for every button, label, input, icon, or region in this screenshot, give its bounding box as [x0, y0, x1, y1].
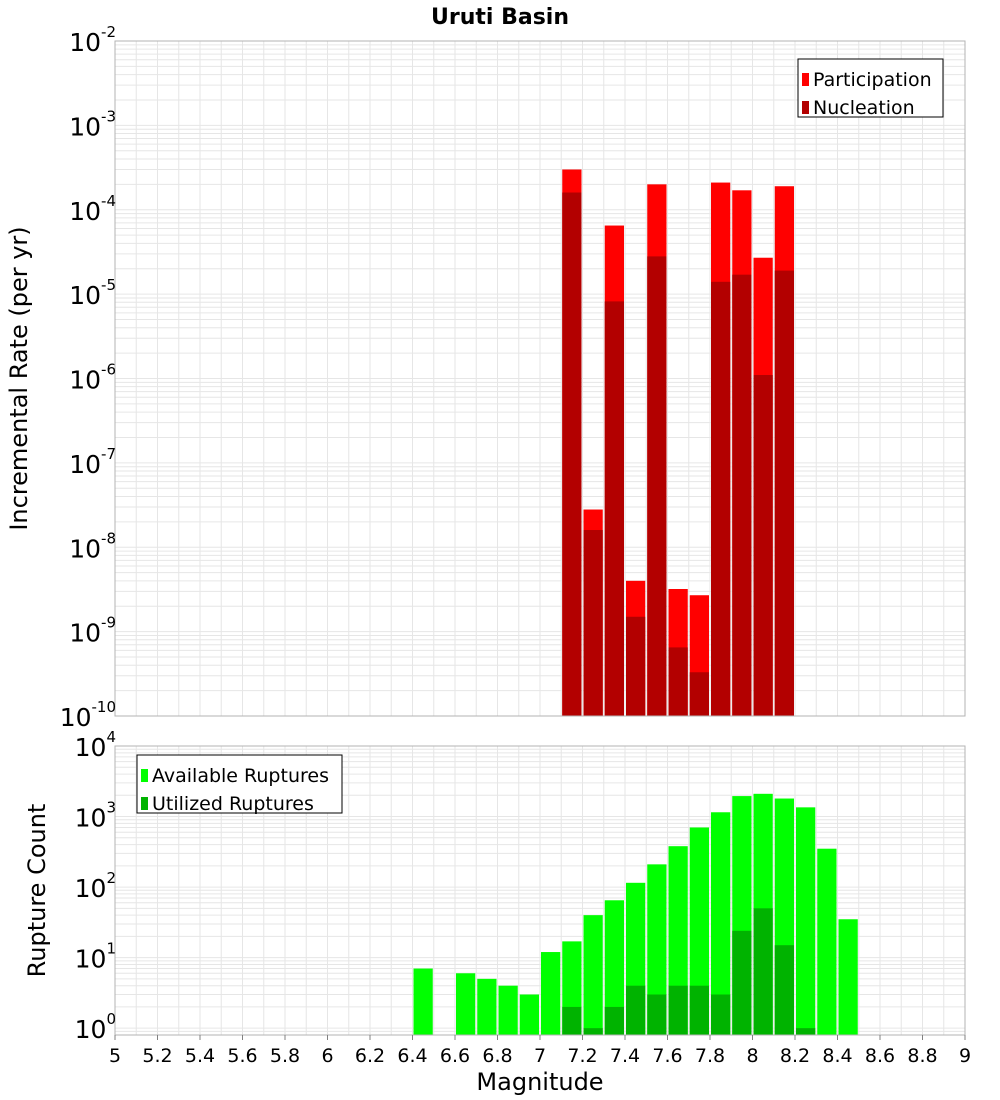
available-ruptures-bar [838, 919, 858, 1035]
available-ruptures-bar [647, 864, 667, 1035]
x-tick-label: 5.2 [142, 1045, 172, 1067]
magnitude-x-axis-label: Magnitude [476, 1068, 603, 1096]
count-y-axis-label: Rupture Count [23, 804, 51, 978]
y-tick-label: 10-3 [69, 107, 116, 141]
rate-grid [114, 41, 966, 717]
x-tick-label: 7 [534, 1045, 546, 1067]
y-tick-label: 10-6 [69, 361, 116, 395]
count-panel: 100 101 102 103 104 5 5.2 5.4 5.6 5.8 6 6.2 6.4 6.6 6… [23, 728, 971, 1096]
y-tick-label: 10-9 [69, 614, 116, 648]
rate-plot-frame [114, 40, 966, 717]
utilized-ruptures-bar [689, 985, 709, 1035]
x-tick-label: 7.2 [567, 1045, 597, 1067]
x-tick-label: 6.4 [397, 1045, 427, 1067]
nucleation-bar [711, 281, 731, 716]
x-tick-label: 5.4 [185, 1045, 215, 1067]
x-tick-label: 8 [746, 1045, 758, 1067]
nucleation-bar [583, 530, 603, 716]
y-tick-label: 10-7 [69, 445, 116, 479]
available-ruptures-bar [796, 807, 816, 1035]
rate-y-axis-label: Incremental Rate (per yr) [5, 226, 33, 530]
nucleation-bar [562, 192, 582, 717]
x-tick-label: 6.6 [440, 1045, 470, 1067]
y-tick-label: 10-5 [69, 276, 116, 310]
rate-legend: Participation Nucleation [797, 58, 944, 119]
utilized-ruptures-bar [796, 1028, 816, 1035]
nucleation-bar [647, 256, 667, 716]
x-tick-label: 8.8 [907, 1045, 937, 1067]
utilized-ruptures-bar [711, 994, 731, 1035]
x-tick-label: 7.8 [695, 1045, 725, 1067]
legend-swatch [802, 101, 809, 114]
available-ruptures-bar [541, 952, 561, 1035]
magnitude-x-ticks: 5 5.2 5.4 5.6 5.8 6 6.2 6.4 6.6 6.8 7 7.2 7.4 7.6 7.8 8… [109, 1035, 971, 1067]
rate-y-ticks: 10-10 10-9 10-8 10-7 10-6 10-5 10-4 10-3 10-2 [60, 23, 116, 732]
legend-entry: Available Ruptures [152, 765, 329, 787]
nucleation-bar [604, 301, 624, 716]
nucleation-bar [668, 647, 688, 716]
available-ruptures-bar [456, 973, 476, 1035]
x-tick-label: 7.6 [652, 1045, 682, 1067]
utilized-ruptures-bar [668, 985, 688, 1035]
legend-swatch [802, 73, 809, 86]
nucleation-bar [753, 375, 773, 716]
legend-entry: Utilized Ruptures [152, 793, 314, 815]
x-tick-label: 6 [321, 1045, 333, 1067]
x-tick-label: 5 [109, 1045, 121, 1067]
y-tick-label: 10-8 [69, 529, 116, 563]
y-tick-label: 100 [75, 1010, 116, 1044]
available-ruptures-bar [498, 985, 518, 1035]
legend-entry: Participation [813, 69, 932, 91]
available-ruptures-bar [689, 827, 709, 1035]
x-tick-label: 8.6 [865, 1045, 895, 1067]
available-ruptures-bar [413, 968, 433, 1035]
utilized-ruptures-bar [753, 908, 773, 1035]
y-tick-label: 10-2 [69, 23, 116, 57]
x-tick-label: 5.8 [270, 1045, 300, 1067]
nucleation-bar [626, 616, 646, 716]
available-ruptures-bar [817, 848, 837, 1035]
nucleation-bar [774, 270, 794, 716]
nucleation-bar [732, 274, 752, 716]
available-ruptures-bar [477, 978, 497, 1035]
utilized-ruptures-bar [583, 1028, 603, 1035]
rate-bars [562, 169, 794, 717]
x-tick-label: 9 [959, 1045, 971, 1067]
y-tick-label: 104 [75, 728, 116, 762]
nucleation-bar [689, 672, 709, 716]
legend-entry: Nucleation [813, 97, 915, 119]
utilized-ruptures-bar [604, 1006, 624, 1035]
count-legend: Available Ruptures Utilized Ruptures [136, 754, 343, 815]
y-tick-label: 103 [75, 799, 116, 833]
legend-swatch [141, 769, 148, 782]
utilized-ruptures-bar [562, 1006, 582, 1035]
legend-box [797, 58, 944, 118]
available-ruptures-bar [711, 812, 731, 1035]
available-ruptures-bar [519, 994, 539, 1035]
x-tick-label: 8.4 [822, 1045, 852, 1067]
y-tick-label: 101 [75, 940, 116, 974]
legend-swatch [141, 797, 148, 810]
rate-panel: 10-10 10-9 10-8 10-7 10-6 10-5 10-4 10-3 10-2 In… [5, 23, 966, 732]
count-bars [413, 793, 858, 1035]
legend-box [136, 754, 343, 814]
x-tick-label: 7.4 [610, 1045, 640, 1067]
utilized-ruptures-bar [732, 930, 752, 1035]
available-ruptures-bar [604, 900, 624, 1035]
y-tick-label: 102 [75, 869, 116, 903]
x-tick-label: 6.8 [482, 1045, 512, 1067]
x-tick-label: 6.2 [355, 1045, 385, 1067]
chart-title: Uruti Basin [431, 5, 569, 30]
y-tick-label: 10-4 [69, 192, 116, 226]
count-y-ticks: 100 101 102 103 104 [75, 728, 116, 1044]
y-tick-label: 10-10 [60, 698, 116, 732]
utilized-ruptures-bar [626, 985, 646, 1035]
utilized-ruptures-bar [647, 994, 667, 1035]
utilized-ruptures-bar [774, 945, 794, 1035]
available-ruptures-bar [583, 915, 603, 1035]
x-tick-label: 8.2 [780, 1045, 810, 1067]
x-tick-label: 5.6 [227, 1045, 257, 1067]
